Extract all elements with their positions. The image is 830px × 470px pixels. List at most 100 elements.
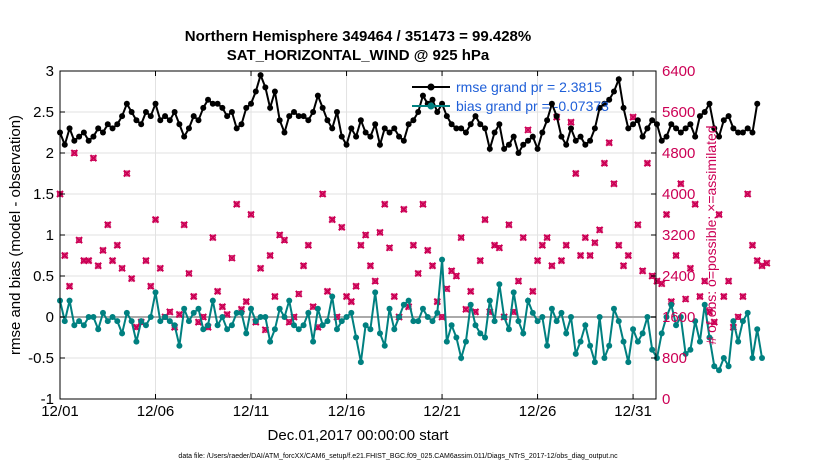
obs-possible-marker [630, 114, 637, 121]
bias-point [119, 330, 126, 337]
rmse-point [133, 117, 140, 124]
y-tick-label-left: 2 [46, 145, 54, 162]
obs-possible-marker [453, 273, 460, 279]
rmse-point [639, 133, 646, 140]
y-axis-label-left: rmse and bias (model - observation) [7, 115, 24, 355]
bias-point [319, 322, 326, 329]
obs-possible-marker [104, 221, 111, 228]
rmse-point [596, 104, 603, 111]
obs-possible-marker [759, 262, 766, 269]
bias-point [749, 355, 756, 361]
bias-point [376, 330, 383, 337]
y-tick-label-right: 6400 [662, 63, 695, 80]
obs-possible-marker [419, 201, 426, 208]
rmse-point [381, 125, 388, 132]
rmse-point [634, 117, 641, 124]
obs-possible-marker [644, 160, 651, 167]
rmse-point [486, 145, 493, 152]
obs-possible-marker [376, 229, 383, 236]
rmse-point [625, 125, 632, 132]
obs-possible-marker [749, 242, 756, 249]
bias-point [95, 326, 102, 333]
rmse-point [286, 113, 293, 120]
obs-possible-marker [176, 311, 183, 318]
bias-point [286, 297, 293, 304]
obs-possible-marker [123, 170, 130, 177]
bias-point [682, 350, 689, 357]
obs-possible-marker [305, 242, 312, 249]
bias-point [615, 318, 622, 325]
rmse-point [553, 113, 560, 120]
obs-possible-marker [233, 201, 240, 208]
rmse-point [357, 117, 364, 124]
rmse-point [152, 100, 159, 107]
obs-possible-marker [763, 260, 770, 267]
bias-point [353, 334, 360, 341]
bias-point [458, 355, 465, 361]
obs-possible-marker [544, 234, 551, 241]
obs-possible-marker [572, 170, 579, 177]
bias-point [620, 338, 627, 345]
rmse-point [114, 121, 121, 128]
rmse-point [563, 141, 570, 148]
rmse-point [176, 121, 183, 128]
bias-point [692, 318, 699, 325]
bias-point [577, 338, 584, 345]
rmse-point [677, 129, 684, 136]
legend-bias-marker [427, 102, 435, 110]
rmse-point [119, 113, 126, 120]
bias-point [300, 322, 307, 329]
bias-point [706, 334, 713, 341]
bias-point [367, 326, 374, 333]
rmse-point [644, 125, 651, 132]
bias-point [209, 297, 216, 304]
bias-point [525, 297, 532, 304]
bias-point [744, 309, 751, 316]
obs-possible-marker [181, 221, 188, 228]
obs-possible-marker [381, 201, 388, 208]
bias-point [563, 330, 570, 337]
bias-point [496, 281, 503, 288]
obs-possible-marker [166, 308, 173, 315]
bias-point [544, 342, 551, 349]
bias-point [405, 297, 412, 304]
bias-point [515, 318, 522, 325]
bias-point [66, 297, 73, 304]
bias-point [257, 314, 264, 320]
bias-point [735, 338, 742, 345]
rmse-point [410, 117, 417, 124]
bias-point [391, 326, 398, 333]
rmse-point [142, 109, 149, 115]
bias-point [653, 355, 660, 361]
rmse-point [324, 117, 331, 124]
obs-possible-marker [248, 211, 255, 218]
rmse-point [482, 125, 489, 132]
rmse-point [295, 113, 302, 120]
y-tick-label-left: 1 [46, 227, 54, 244]
rmse-point [601, 100, 608, 107]
rmse-point [190, 113, 197, 120]
rmse-point [71, 137, 78, 144]
obs-possible-marker [596, 226, 603, 233]
bias-point [534, 318, 541, 325]
bias-point [176, 342, 183, 349]
obs-possible-marker [539, 242, 546, 249]
bias-point [520, 330, 527, 337]
obs-possible-marker [529, 288, 536, 295]
bias-point [625, 359, 632, 366]
rmse-point [448, 121, 455, 128]
obs-possible-marker [477, 257, 484, 264]
obs-possible-marker [267, 252, 274, 259]
rmse-point [558, 133, 565, 140]
rmse-point [443, 113, 450, 120]
rmse-point [692, 133, 699, 140]
rmse-point [711, 125, 718, 132]
obs-possible-marker [448, 267, 455, 274]
rmse-point [267, 104, 274, 111]
obs-possible-marker [362, 232, 369, 238]
bias-point [76, 318, 83, 325]
obs-possible-marker [357, 242, 364, 249]
bias-point [295, 326, 302, 333]
obs-possible-marker [147, 283, 154, 290]
legend-bias-label: bias grand pr = -0.07373 [456, 98, 609, 114]
